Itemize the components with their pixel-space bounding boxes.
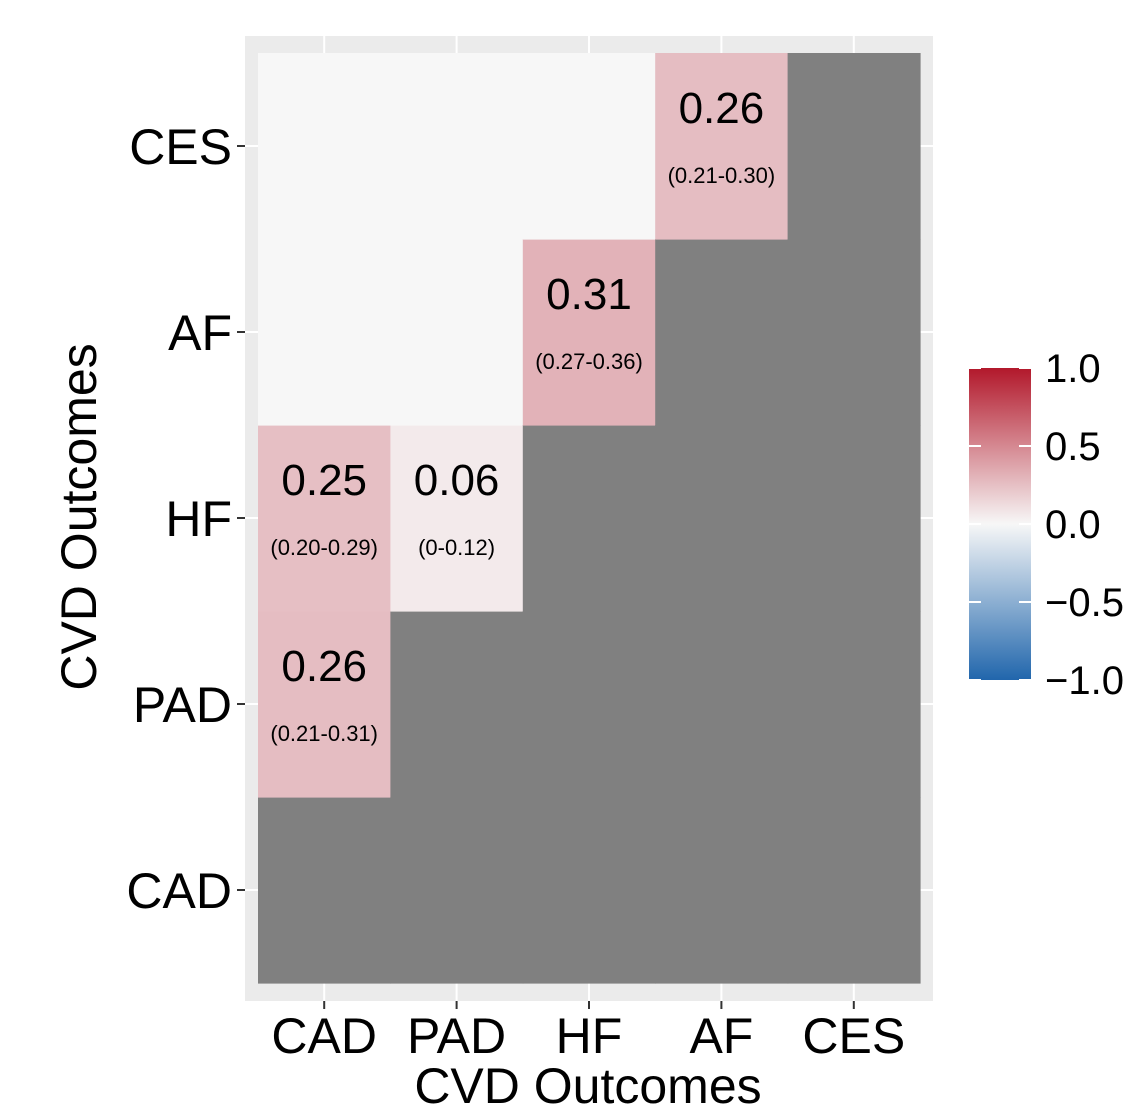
heatmap-tile <box>787 239 921 426</box>
cell-value-label: 0.06 <box>414 456 500 505</box>
heatmap-tiles <box>258 53 921 984</box>
cell-labels: 0.26 (0.21-0.31) 0.25 (0.20-0.29) 0.06 (0-0.1… <box>270 84 775 746</box>
heatmap-tile <box>258 797 391 984</box>
y-tick-label: PAD <box>133 677 232 733</box>
y-axis: CAD PAD HF AF CES <box>126 119 245 919</box>
x-axis-title: CVD Outcomes <box>414 1058 761 1114</box>
heatmap-tile <box>787 425 921 612</box>
heatmap-tile <box>787 611 921 798</box>
cell-value-label: 0.31 <box>546 270 632 319</box>
heatmap-tile <box>390 239 524 426</box>
heatmap-tile <box>655 797 789 984</box>
y-tick-label: CES <box>129 119 232 175</box>
legend-tick-label: 1.0 <box>1045 347 1101 391</box>
heatmap-tile <box>390 611 524 798</box>
heatmap-tile <box>787 53 921 240</box>
y-tick-label: HF <box>165 491 232 547</box>
heatmap-tile <box>522 611 656 798</box>
cell-value-label: 0.25 <box>281 456 367 505</box>
heatmap-tile <box>522 53 656 240</box>
cell-ci-label: (0.21-0.31) <box>270 721 378 746</box>
heatmap-tile <box>258 425 391 612</box>
legend-tick-label: 0.5 <box>1045 425 1101 469</box>
cell-ci-label: (0.27-0.36) <box>535 349 643 374</box>
color-legend: 1.0 0.5 0.0 −0.5 −1.0 <box>969 347 1124 703</box>
x-tick-label: CAD <box>271 1008 377 1064</box>
heatmap-tile <box>655 239 789 426</box>
heatmap-tile <box>655 53 789 240</box>
heatmap-tile <box>655 425 789 612</box>
heatmap-tile <box>787 797 921 984</box>
heatmap-tile <box>258 53 391 240</box>
cell-ci-label: (0.20-0.29) <box>270 535 378 560</box>
y-tick-label: CAD <box>126 863 232 919</box>
heatmap-tile <box>390 797 524 984</box>
x-tick-label: AF <box>689 1008 753 1064</box>
heatmap-tile <box>522 425 656 612</box>
cell-ci-label: (0.21-0.30) <box>668 163 776 188</box>
cell-value-label: 0.26 <box>281 642 367 691</box>
x-axis: CAD PAD HF AF CES <box>271 1001 905 1064</box>
heatmap-tile <box>390 425 524 612</box>
heatmap-tile <box>390 53 524 240</box>
x-tick-label: HF <box>556 1008 623 1064</box>
heatmap-tile <box>258 239 391 426</box>
heatmap-tile <box>258 611 391 798</box>
heatmap-tile <box>655 611 789 798</box>
cell-value-label: 0.26 <box>679 84 765 133</box>
y-tick-label: AF <box>168 305 232 361</box>
x-tick-label: CES <box>802 1008 905 1064</box>
y-axis-title: CVD Outcomes <box>51 343 107 690</box>
legend-tick-label: −1.0 <box>1045 659 1124 703</box>
legend-tick-label: −0.5 <box>1045 581 1124 625</box>
heatmap-tile <box>522 797 656 984</box>
heatmap-tile <box>522 239 656 426</box>
cell-ci-label: (0-0.12) <box>418 535 495 560</box>
x-tick-label: PAD <box>407 1008 506 1064</box>
legend-tick-label: 0.0 <box>1045 503 1101 547</box>
